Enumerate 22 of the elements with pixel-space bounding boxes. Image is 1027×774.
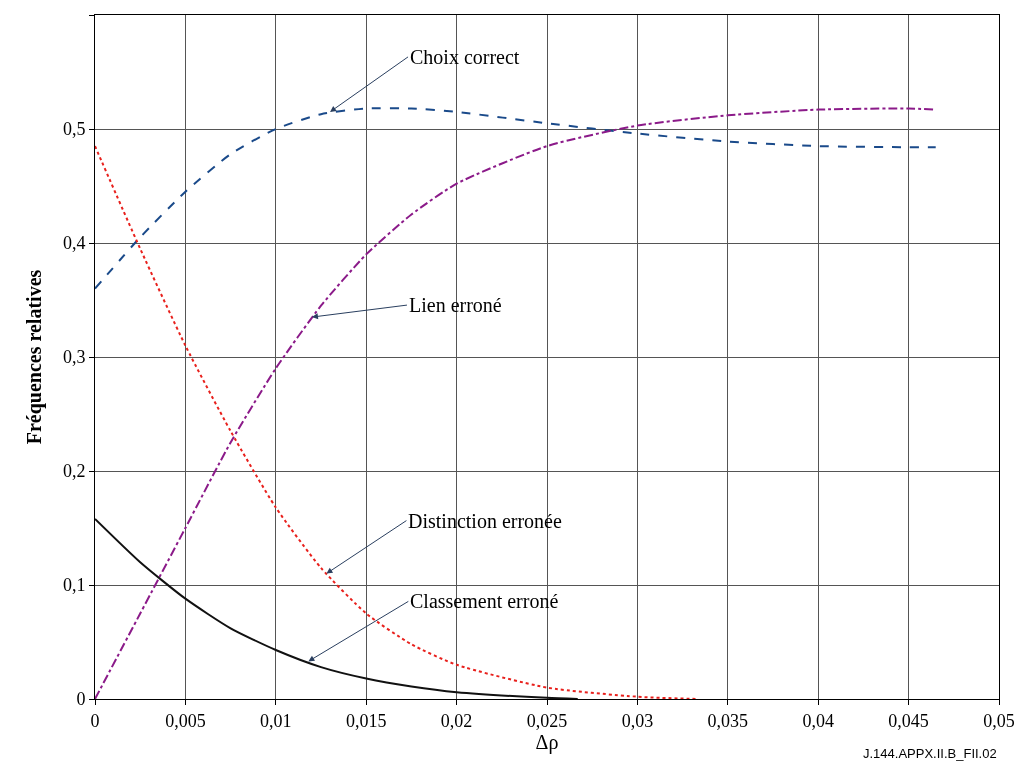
x-tick-label: 0,045 [888,710,929,731]
x-tick-label: 0,015 [345,710,387,731]
x-tick-label: 0,025 [526,710,568,731]
line-series [95,107,937,290]
x-axis-title: Δρ [535,730,559,754]
x-tick-label: 0,03 [621,710,654,731]
x-tick-label: 0,005 [165,710,206,731]
line-series [95,145,699,699]
y-tick-label: 0,1 [62,575,86,596]
x-tick-label: 0,04 [802,710,834,731]
y-tick-label: 0,5 [62,119,86,140]
x-tick-label: 0 [90,710,100,731]
x-tick-label: 0,035 [707,710,749,731]
x-tick-label: 0,05 [983,710,1015,731]
text: J.144.APPX.II.B_FII.02 [863,746,997,761]
y-tick-label: 0 [76,689,86,710]
y-tick-label: 0,2 [62,461,86,482]
y-axis-title: Fréquences relatives [23,269,47,445]
x-tick-label: 0,02 [440,710,473,731]
y-tick-label: 0,4 [62,233,86,254]
y-tick-label: 0,3 [62,347,86,368]
x-tick-label: 0,01 [260,710,292,731]
